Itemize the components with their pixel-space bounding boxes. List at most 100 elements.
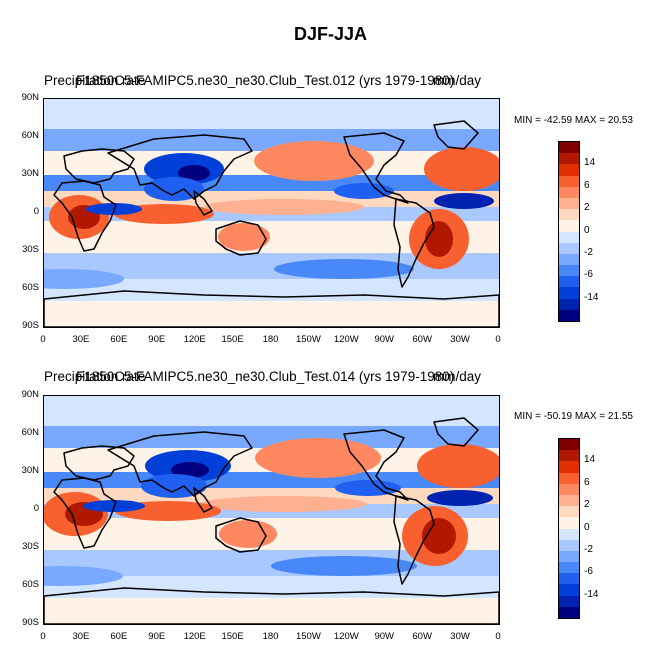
colorbar-swatch — [559, 439, 579, 451]
longitude-tick-label: 30W — [450, 631, 470, 642]
longitude-tick-label: 60E — [110, 631, 128, 642]
colorbar-swatch — [559, 562, 579, 574]
colorbar-tick-label: -2 — [584, 544, 593, 555]
latitude-tick-label: 30N — [21, 168, 39, 179]
colorbar-swatch — [559, 517, 579, 529]
colorbar-tick-label: -6 — [584, 269, 593, 281]
longitude-tick-label: 90W — [374, 631, 395, 642]
longitude-tick-label: 30W — [450, 334, 470, 345]
variable-label: Precipitation rate — [44, 73, 146, 88]
colorbar-tick-label: 6 — [584, 476, 590, 488]
latitude-tick-label: 60N — [21, 427, 39, 438]
case-label: F1850C5-FAMIPC5.ne30_ne30.Club_Test.012 … — [76, 73, 455, 88]
latitude-tick-label: 90N — [21, 92, 39, 103]
colorbar-icon — [558, 141, 580, 322]
variable-label: Precipitation rate — [44, 369, 146, 384]
colorbar-swatch — [559, 287, 579, 299]
colorbar-swatch — [559, 494, 579, 507]
colorbar-swatch — [559, 539, 579, 551]
colorbar-swatch — [559, 231, 579, 243]
colorbar-swatch — [559, 164, 579, 176]
colorbar-tick-label: -2 — [584, 247, 593, 258]
latitude-tick-label: 60S — [22, 579, 39, 590]
colorbar-swatch — [559, 461, 579, 473]
colorbar-swatch — [559, 298, 579, 310]
colorbar-swatch — [559, 595, 579, 607]
longitude-tick-label: 150W — [295, 334, 321, 345]
colorbar-swatch — [559, 584, 579, 596]
longitude-tick-label: 180 — [262, 631, 279, 642]
colorbar-swatch — [559, 550, 579, 563]
longitude-tick-label: 150E — [221, 631, 244, 642]
colorbar-swatch — [559, 483, 579, 495]
colorbar-swatch — [559, 242, 579, 254]
colorbar-swatch — [559, 506, 579, 518]
case-label: F1850C5-FAMIPC5.ne30_ne30.Club_Test.014 … — [76, 369, 455, 384]
colorbar-tick-label: 0 — [584, 521, 590, 533]
colorbar-swatch — [559, 142, 579, 154]
colorbar-swatch — [559, 276, 579, 288]
latitude-tick-label: 30N — [21, 465, 39, 476]
longitude-tick-label: 60W — [412, 631, 432, 642]
colorbar-tick-label: 2 — [584, 202, 590, 214]
colorbar-tick-label: 6 — [584, 179, 590, 191]
longitude-tick-label: 60W — [412, 334, 432, 345]
colorbar-swatch — [559, 528, 579, 540]
colorbar-tick-label: 14 — [584, 157, 596, 169]
latitude-tick-label: 0 — [33, 206, 39, 217]
longitude-tick-label: 0 — [40, 631, 46, 642]
figure-title: DJF-JJA — [293, 24, 368, 44]
longitude-tick-label: 90W — [374, 334, 395, 345]
colorbar-swatch — [559, 197, 579, 210]
map-panel-1: Precipitation rate F1850C5-FAMIPC5.ne30_… — [0, 70, 661, 360]
world-map-icon — [43, 98, 500, 328]
latitude-tick-label: 90N — [21, 389, 39, 400]
colorbar-icon — [558, 438, 580, 619]
colorbar-swatch — [559, 606, 579, 618]
colorbar-swatch — [559, 573, 579, 585]
longitude-tick-label: 30E — [72, 631, 90, 642]
latitude-tick-label: 30S — [22, 244, 39, 255]
longitude-tick-label: 180 — [262, 334, 279, 345]
colorbar-swatch — [559, 209, 579, 221]
longitude-tick-label: 120E — [183, 334, 206, 345]
min-max-label: MIN = -50.19 MAX = 21.55 — [514, 411, 633, 422]
world-map-icon — [43, 395, 500, 625]
longitude-tick-label: 0 — [495, 334, 501, 345]
colorbar-swatch — [559, 253, 579, 266]
colorbar-tick-label: -14 — [584, 291, 599, 303]
min-max-label: MIN = -42.59 MAX = 20.53 — [514, 115, 633, 126]
longitude-tick-label: 0 — [40, 334, 46, 345]
colorbar-tick-label: 2 — [584, 499, 590, 511]
longitude-tick-label: 150E — [221, 334, 244, 345]
longitude-tick-label: 120E — [183, 631, 206, 642]
map-panel-2: Precipitation rate F1850C5-FAMIPC5.ne30_… — [0, 366, 661, 656]
colorbar-tick-label: -14 — [584, 588, 599, 600]
latitude-tick-label: 90S — [22, 617, 39, 628]
units-label: mm/day — [433, 369, 482, 384]
colorbar-swatch — [559, 450, 579, 462]
longitude-tick-label: 120W — [333, 631, 359, 642]
colorbar-swatch — [559, 265, 579, 277]
colorbar-swatch — [559, 186, 579, 198]
longitude-tick-label: 90E — [148, 334, 166, 345]
colorbar-tick-label: 14 — [584, 454, 596, 466]
colorbar-tick-label: -6 — [584, 566, 593, 578]
colorbar-swatch — [559, 153, 579, 165]
latitude-tick-label: 30S — [22, 541, 39, 552]
longitude-tick-label: 90E — [148, 631, 166, 642]
colorbar-swatch — [559, 175, 579, 187]
longitude-tick-label: 0 — [495, 631, 501, 642]
colorbar-swatch — [559, 472, 579, 484]
longitude-tick-label: 30E — [72, 334, 90, 345]
colorbar-swatch — [559, 220, 579, 232]
longitude-tick-label: 150W — [295, 631, 321, 642]
longitude-tick-label: 120W — [333, 334, 359, 345]
colorbar-tick-label: 0 — [584, 224, 590, 236]
latitude-tick-label: 0 — [33, 503, 39, 514]
longitude-tick-label: 60E — [110, 334, 128, 345]
latitude-tick-label: 90S — [22, 320, 39, 331]
latitude-tick-label: 60S — [22, 282, 39, 293]
units-label: mm/day — [433, 73, 482, 88]
latitude-tick-label: 60N — [21, 130, 39, 141]
